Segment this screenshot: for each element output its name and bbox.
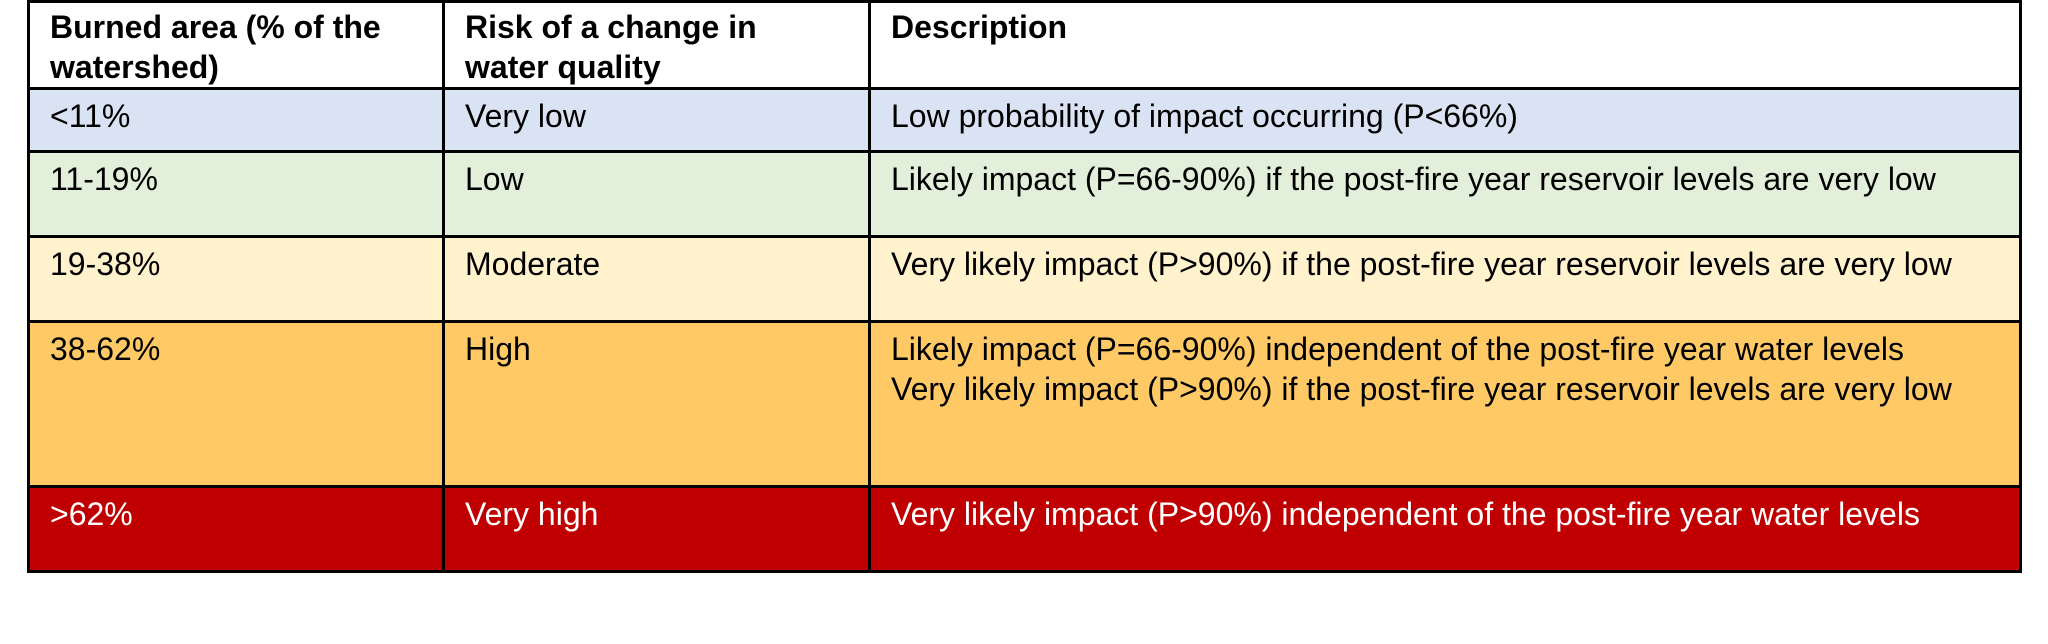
- cell-risk: High: [442, 320, 871, 488]
- cell-burned-area: 19-38%: [27, 235, 445, 323]
- header-row: Burned area (% of the watershed) Risk of…: [27, 0, 2022, 90]
- water-quality-risk-table: Burned area (% of the watershed) Risk of…: [27, 0, 2022, 573]
- description-line: Very likely impact (P>90%) independent o…: [891, 496, 1920, 532]
- table-row: 38-62% High Likely impact (P=66-90%) ind…: [27, 320, 2022, 488]
- description-line: Likely impact (P=66-90%) independent of …: [891, 331, 1904, 367]
- cell-description: Low probability of impact occurring (P<6…: [868, 87, 2022, 153]
- cell-burned-area: 11-19%: [27, 150, 445, 238]
- cell-description: Likely impact (P=66-90%) if the post-fir…: [868, 150, 2022, 238]
- cell-burned-area: >62%: [27, 485, 445, 573]
- table-row: <11% Very low Low probability of impact …: [27, 87, 2022, 153]
- cell-risk: Very high: [442, 485, 871, 573]
- description-line: Likely impact (P=66-90%) if the post-fir…: [891, 161, 1936, 197]
- cell-description: Very likely impact (P>90%) independent o…: [868, 485, 2022, 573]
- description-line: Very likely impact (P>90%) if the post-f…: [891, 246, 1952, 282]
- cell-risk: Low: [442, 150, 871, 238]
- table-header: Burned area (% of the watershed) Risk of…: [27, 0, 2022, 90]
- description-line: Low probability of impact occurring (P<6…: [891, 98, 1518, 134]
- header-risk: Risk of a change in water quality: [442, 0, 871, 90]
- table-body: <11% Very low Low probability of impact …: [27, 87, 2022, 573]
- header-description: Description: [868, 0, 2022, 90]
- cell-burned-area: <11%: [27, 87, 445, 153]
- table-row: >62% Very high Very likely impact (P>90%…: [27, 485, 2022, 573]
- cell-description: Likely impact (P=66-90%) independent of …: [868, 320, 2022, 488]
- cell-burned-area: 38-62%: [27, 320, 445, 488]
- table-row: 11-19% Low Likely impact (P=66-90%) if t…: [27, 150, 2022, 238]
- table-row: 19-38% Moderate Very likely impact (P>90…: [27, 235, 2022, 323]
- cell-risk: Very low: [442, 87, 871, 153]
- cell-description: Very likely impact (P>90%) if the post-f…: [868, 235, 2022, 323]
- header-burned-area: Burned area (% of the watershed): [27, 0, 445, 90]
- cell-risk: Moderate: [442, 235, 871, 323]
- description-line: Very likely impact (P>90%) if the post-f…: [891, 371, 1952, 407]
